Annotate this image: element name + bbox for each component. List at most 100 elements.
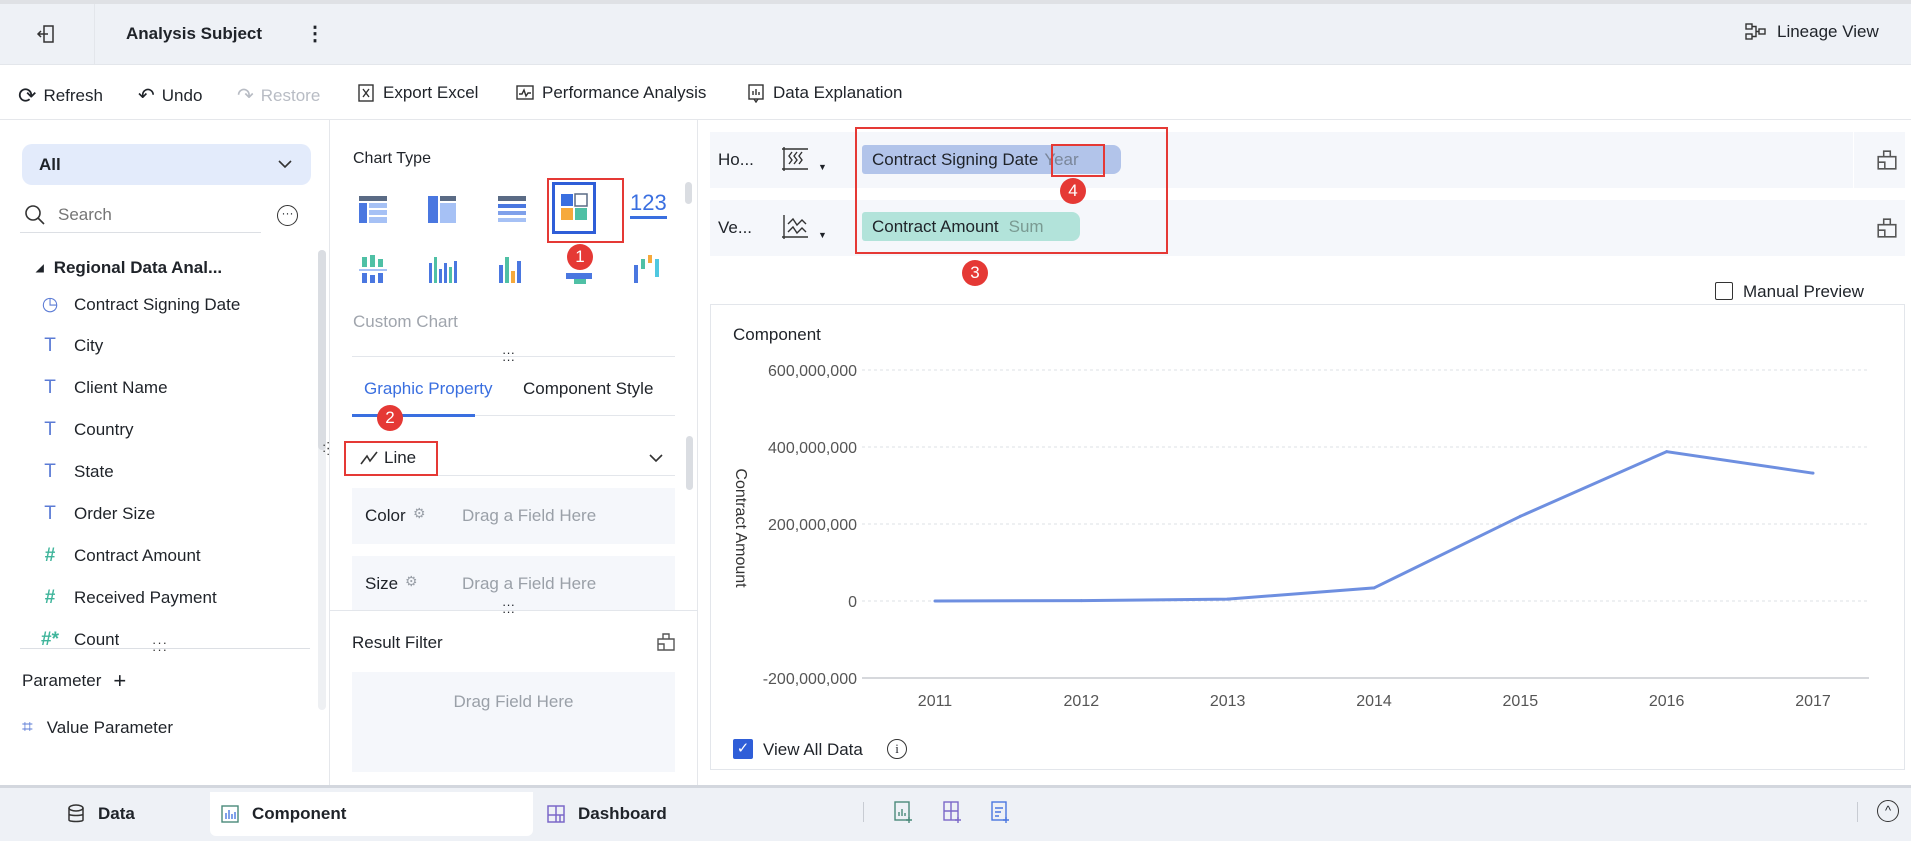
more-options-icon[interactable]: ···	[277, 205, 298, 226]
export-excel-label: Export Excel	[383, 83, 479, 102]
detail-table-icon[interactable]	[495, 192, 529, 226]
grouped-table-icon[interactable]	[356, 253, 390, 287]
add-dashboard-icon[interactable]	[942, 800, 964, 824]
y-field-pill[interactable]: Contract Amount Sum	[862, 212, 1080, 241]
field-label: Client Name	[74, 378, 168, 397]
y-field-aggregation[interactable]: Sum	[1008, 216, 1044, 236]
data-point	[1372, 586, 1376, 590]
field-item[interactable]: T City	[40, 335, 103, 357]
value-parameter-icon: ⌗	[22, 717, 33, 738]
waterfall-chart-icon[interactable]	[630, 253, 664, 287]
restore-button[interactable]: ↷ Restore	[237, 83, 320, 108]
x-tick-label: 2012	[1064, 693, 1100, 710]
info-icon[interactable]: i	[887, 739, 907, 759]
manual-preview-label: Manual Preview	[1743, 282, 1864, 301]
field-item[interactable]: T Client Name	[40, 377, 168, 399]
add-component-icon[interactable]	[893, 800, 915, 824]
undo-label: Undo	[161, 85, 203, 105]
refresh-label: Refresh	[43, 86, 103, 105]
value-parameter-item[interactable]: ⌗ Value Parameter	[22, 717, 173, 739]
more-menu-icon[interactable]: ⋮	[305, 23, 325, 45]
caret-down-icon[interactable]: ▼	[818, 230, 827, 240]
collapse-up-icon[interactable]: ^	[1877, 800, 1899, 822]
annotation-box-3	[855, 127, 1168, 254]
resize-handle[interactable]: ··· ···	[502, 345, 515, 367]
chevron-down-icon	[278, 160, 292, 169]
chart-panel: Component ✓ View All Data i	[710, 304, 1905, 770]
undo-button[interactable]: ↶ Undo	[138, 83, 202, 108]
tab-component-label: Component	[252, 804, 347, 823]
tab-component[interactable]: Component	[210, 792, 533, 836]
x-field-pill[interactable]: Contract Signing Date Year	[862, 145, 1121, 174]
data-explanation-button[interactable]: Data Explanation	[746, 83, 902, 103]
lineage-icon	[1745, 23, 1766, 40]
resize-handle[interactable]: ··· ···	[152, 635, 168, 657]
number-field-icon: #	[44, 545, 56, 566]
result-filter-drop-zone[interactable]: Drag Field Here	[352, 672, 675, 772]
stacked-bar-icon[interactable]	[562, 253, 596, 287]
redo-icon: ↷	[237, 85, 254, 107]
kpi-chart-icon[interactable]: 123	[630, 190, 667, 219]
size-placeholder: Drag a Field Here	[462, 574, 597, 593]
dataset-dropdown[interactable]: All	[22, 144, 311, 185]
exit-icon	[36, 25, 54, 43]
number-calc-field-icon: #*	[41, 629, 59, 650]
vertical-axis-icon[interactable]	[780, 212, 810, 242]
field-item[interactable]: T Order Size	[40, 503, 155, 525]
add-parameter-icon[interactable]: +	[113, 668, 127, 693]
database-icon	[68, 804, 84, 823]
size-drop-zone[interactable]: Size ⚙ Drag a Field Here	[352, 556, 675, 610]
color-drop-zone[interactable]: Color ⚙ Drag a Field Here	[352, 488, 675, 544]
field-item[interactable]: T Country	[40, 419, 133, 441]
property-scrollbar[interactable]	[686, 436, 693, 490]
search-input[interactable]	[58, 202, 258, 228]
text-field-icon: T	[44, 461, 56, 482]
restore-label: Restore	[260, 85, 321, 105]
chart-config-panel: Chart Type 123 Custom Chart ··· ··· Graph…	[330, 120, 698, 785]
filter-settings-icon[interactable]	[656, 632, 676, 652]
view-all-data-checkbox[interactable]: ✓	[733, 739, 753, 759]
y-tick-label: 600,000,000	[768, 363, 857, 380]
divider	[20, 648, 310, 649]
tab-graphic-property[interactable]: Graphic Property	[364, 379, 493, 398]
field-label: Contract Signing Date	[74, 294, 241, 314]
bar-chart-icon[interactable]	[495, 253, 529, 287]
chart-type-scrollbar[interactable]	[685, 182, 692, 204]
annotation-box-4	[1051, 144, 1105, 177]
custom-chart-type-button[interactable]	[552, 182, 596, 234]
export-excel-button[interactable]: Export Excel	[356, 83, 478, 103]
panel-resize-handle[interactable]: ·: ·:	[322, 437, 330, 458]
cross-table-icon[interactable]	[425, 192, 459, 226]
axis-settings-icon[interactable]	[1876, 217, 1898, 239]
lineage-view-button[interactable]: Lineage View	[1745, 22, 1879, 42]
custom-chart-label: Custom Chart	[353, 312, 458, 331]
chart-type-label: Chart Type	[353, 150, 431, 167]
field-item[interactable]: # Received Payment	[40, 587, 217, 609]
tab-data[interactable]: Data	[66, 792, 135, 836]
multi-bar-icon[interactable]	[425, 253, 459, 287]
tab-component-style[interactable]: Component Style	[523, 379, 654, 398]
back-button[interactable]	[0, 4, 95, 65]
field-item[interactable]: #* Count	[40, 629, 119, 651]
gear-icon[interactable]: ⚙	[405, 573, 418, 589]
parameter-section: Parameter +	[22, 668, 126, 694]
table-chart-icon[interactable]	[356, 192, 390, 226]
resize-handle[interactable]: ··· ···	[502, 597, 515, 619]
horizontal-axis-icon[interactable]	[780, 144, 810, 174]
field-item[interactable]: # Contract Amount	[40, 545, 201, 567]
field-item[interactable]: T State	[40, 461, 114, 483]
field-item[interactable]: ◷ Contract Signing Date	[40, 293, 241, 316]
axis-settings-icon[interactable]	[1876, 149, 1898, 171]
mark-type-dropdown[interactable]: Line	[352, 442, 675, 476]
dropdown-value: All	[39, 155, 61, 174]
gear-icon[interactable]: ⚙	[413, 505, 426, 521]
add-report-icon[interactable]	[990, 800, 1012, 824]
formula-text-field-icon: T	[44, 503, 56, 524]
refresh-button[interactable]: ⟳ Refresh	[18, 83, 103, 109]
tree-group-header[interactable]: ◢ Regional Data Anal...	[36, 258, 222, 278]
manual-preview-checkbox[interactable]	[1715, 282, 1733, 300]
caret-down-icon[interactable]: ▼	[818, 162, 827, 172]
performance-analysis-button[interactable]: Performance Analysis	[515, 83, 706, 103]
tab-dashboard[interactable]: Dashboard	[546, 792, 667, 836]
field-list-scrollbar[interactable]	[318, 250, 326, 710]
